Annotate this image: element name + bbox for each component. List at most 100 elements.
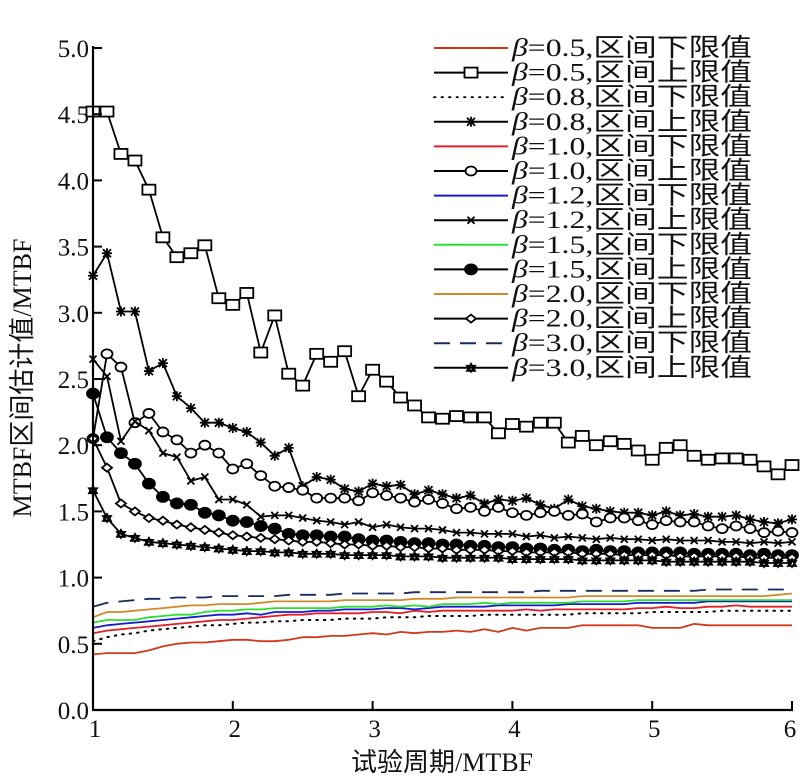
data-point xyxy=(337,345,353,358)
data-point xyxy=(116,437,126,446)
data-point xyxy=(672,439,688,452)
data-point xyxy=(309,347,325,360)
data-point xyxy=(142,408,156,419)
data-point xyxy=(560,436,576,449)
data-point xyxy=(787,537,797,546)
data-point xyxy=(298,513,307,523)
legend-item: β =3.0,区间下限值 xyxy=(434,329,752,357)
legend-item: β =3.0,区间上限值 xyxy=(434,354,752,382)
series-line xyxy=(92,592,793,619)
legend-label: β =0.8,区间下限值 xyxy=(511,83,752,111)
data-point xyxy=(534,553,547,565)
data-point xyxy=(184,522,198,533)
data-point xyxy=(662,535,671,544)
data-point xyxy=(563,494,574,505)
data-point xyxy=(659,515,673,527)
legend-label: β =0.5,区间下限值 xyxy=(511,34,752,62)
data-point xyxy=(591,503,602,514)
data-point xyxy=(686,449,702,462)
data-point xyxy=(100,431,114,444)
data-point xyxy=(396,523,405,532)
data-point xyxy=(466,216,476,225)
data-point xyxy=(239,287,255,299)
legend-label: β =2.0,区间上限值 xyxy=(511,305,752,333)
legend-label: β =1.0,区间上限值 xyxy=(511,157,752,185)
data-point xyxy=(701,520,715,532)
data-point xyxy=(618,554,630,567)
legend-item: β =0.5,区间上限值 xyxy=(434,59,752,87)
data-point xyxy=(646,554,658,567)
legend-item: β =1.5,区间上限值 xyxy=(434,255,752,283)
data-point xyxy=(212,527,226,538)
data-point xyxy=(310,536,324,548)
data-point xyxy=(689,509,700,520)
data-point xyxy=(284,511,293,520)
y-ticks: 0.0 0.5 1.0 1.5 2.0 2.5 3.0 3.5 4.0 4.5 5.0 xyxy=(58,36,102,725)
data-point xyxy=(228,495,237,504)
series-line xyxy=(92,599,792,624)
y-tick-label: 2.0 xyxy=(58,433,89,460)
data-point xyxy=(589,548,603,559)
data-point xyxy=(199,417,210,428)
data-point xyxy=(214,495,223,504)
data-point xyxy=(366,487,380,499)
series-8 xyxy=(92,599,792,624)
data-point xyxy=(380,490,393,501)
data-point xyxy=(435,412,450,425)
data-point xyxy=(239,516,254,528)
legend-label: β =1.2,区间上限值 xyxy=(511,206,752,234)
data-point xyxy=(550,533,559,543)
series-2 xyxy=(92,609,793,643)
data-point xyxy=(240,458,254,470)
data-point xyxy=(575,548,589,559)
data-point xyxy=(283,442,294,453)
data-point xyxy=(588,439,604,452)
data-point xyxy=(676,536,685,545)
series-line xyxy=(92,623,792,656)
data-point xyxy=(352,549,365,561)
data-point xyxy=(212,447,226,459)
legend-item: β =1.0,区间上限值 xyxy=(434,157,752,185)
y-axis-title: MTBF区间估计值/MTBF xyxy=(8,239,37,518)
x-tick-label: 4 xyxy=(508,716,521,743)
data-point xyxy=(211,509,226,522)
x-tick-label: 3 xyxy=(368,716,381,743)
data-point xyxy=(620,535,629,544)
data-point xyxy=(338,492,352,504)
series-4 xyxy=(92,604,792,635)
data-point xyxy=(379,375,394,388)
data-point xyxy=(142,477,156,490)
data-point xyxy=(129,532,141,544)
data-point xyxy=(296,484,310,496)
data-point xyxy=(186,476,195,486)
data-point xyxy=(170,519,184,530)
data-point xyxy=(463,66,479,79)
data-point xyxy=(518,420,534,433)
y-tick-label: 5.0 xyxy=(58,36,89,63)
data-point xyxy=(380,549,393,561)
data-point xyxy=(169,251,185,264)
data-point xyxy=(745,514,756,525)
data-point xyxy=(130,417,140,426)
series-line xyxy=(92,489,792,564)
data-point xyxy=(436,551,449,564)
data-point xyxy=(787,514,797,525)
data-point xyxy=(492,502,505,513)
data-point xyxy=(504,418,520,430)
data-point xyxy=(113,148,129,160)
data-point xyxy=(128,457,142,470)
data-point xyxy=(506,507,519,519)
data-point xyxy=(170,434,184,446)
legend-item: β =2.0,区间下限值 xyxy=(434,280,752,308)
data-point xyxy=(634,535,643,544)
data-point xyxy=(464,551,477,564)
data-point xyxy=(338,539,352,550)
series-13 xyxy=(87,484,798,569)
data-point xyxy=(367,478,378,489)
data-point xyxy=(505,545,519,557)
series-6 xyxy=(92,600,792,629)
data-point xyxy=(590,554,602,567)
data-point xyxy=(311,471,322,482)
data-point xyxy=(310,492,324,504)
data-point xyxy=(772,557,784,569)
